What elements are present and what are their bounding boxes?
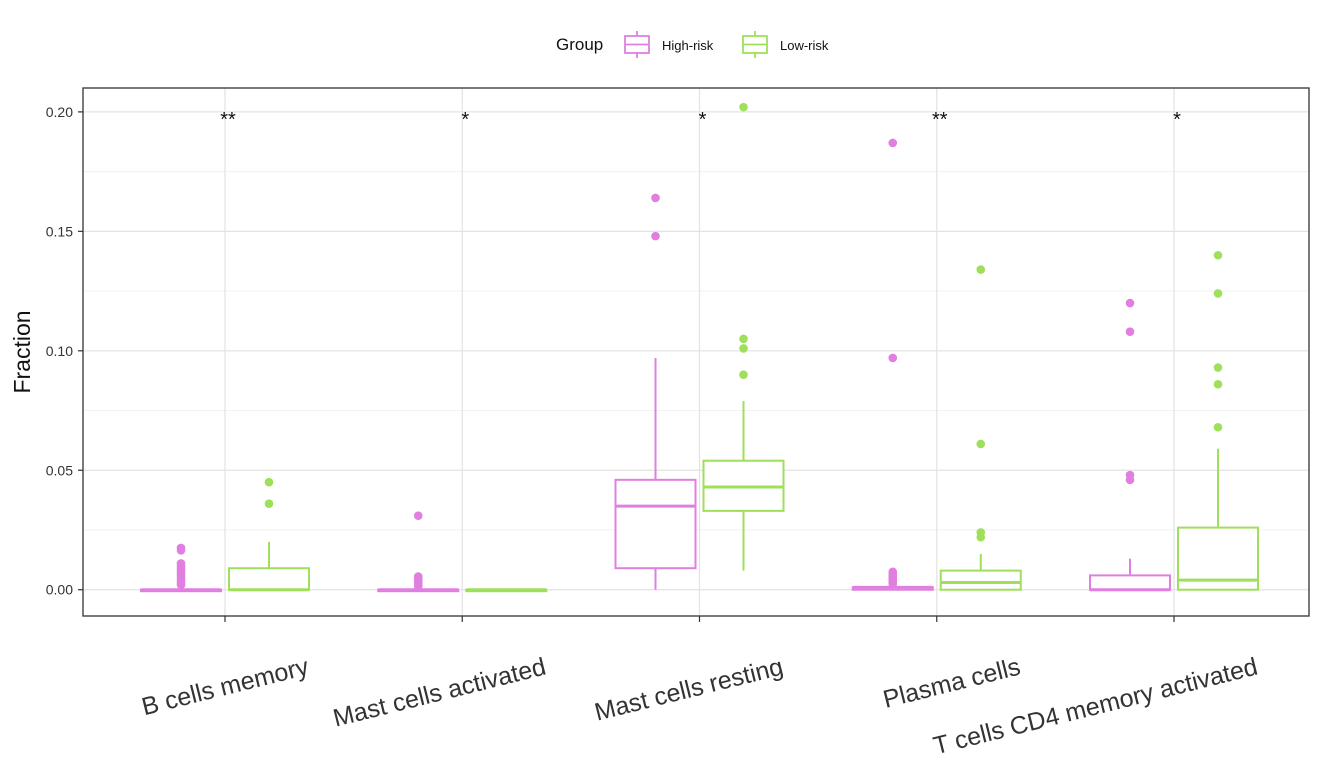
significance-marker: * [699, 109, 707, 131]
legend-label-low-risk: Low-risk [780, 38, 829, 53]
significance-marker: ** [932, 109, 948, 131]
outlier-point [739, 102, 748, 112]
outlier-point [888, 138, 898, 148]
x-tick-label-mast-cells-resting: Mast cells resting [592, 653, 786, 727]
outlier-point [413, 581, 423, 591]
significance-marker: * [461, 109, 469, 131]
box-high-risk-b-cells-memory [140, 543, 222, 593]
outlier-point [1125, 298, 1135, 308]
plot-marks: ** * * ** * [140, 102, 1259, 593]
outlier-point [1213, 422, 1223, 432]
box-low-risk-b-cells-memory [228, 477, 310, 592]
outlier-point [176, 545, 186, 555]
significance-marker: * [1173, 109, 1181, 131]
y-tick-label: 0.00 [46, 582, 73, 598]
x-tick-label-mast-cells-activated: Mast cells activated [330, 653, 548, 733]
y-tick-label: 0.10 [46, 343, 73, 359]
outlier-point [976, 265, 986, 274]
outlier-point [739, 370, 748, 379]
axes: 0.00 0.05 0.10 0.15 0.20 B cells memory Mast c… [46, 104, 1261, 760]
legend-key-low-risk [742, 31, 768, 58]
y-tick-label: 0.20 [46, 104, 73, 120]
outlier-point [1213, 289, 1223, 298]
outlier-point [413, 511, 423, 520]
outlier-point [976, 532, 986, 542]
outlier-point [739, 344, 748, 353]
box-low-risk-plasma-cells [939, 265, 1022, 591]
outlier-point [1213, 363, 1223, 372]
box-low-risk-t-cells-cd4-memory-activated [1177, 250, 1259, 591]
box-iqr [1089, 574, 1171, 591]
box-high-risk-mast-cells-activated [377, 511, 460, 593]
box-high-risk-plasma-cells [851, 138, 934, 591]
box-iqr [614, 478, 697, 570]
outlier-point [1213, 250, 1223, 260]
plot-panel-border [82, 87, 1310, 617]
outlier-point [739, 334, 748, 344]
outlier-point [264, 499, 274, 509]
box-iqr [939, 569, 1022, 591]
outlier-point [651, 193, 660, 203]
box-low-risk-mast-cells-activated [465, 588, 548, 593]
box-high-risk-mast-cells-resting [614, 193, 697, 590]
outlier-point [1213, 379, 1223, 389]
y-tick-label: 0.15 [46, 223, 73, 239]
legend-label-high-risk: High-risk [662, 38, 714, 53]
box-high-risk-t-cells-cd4-memory-activated [1089, 298, 1171, 592]
y-tick-label: 0.05 [46, 462, 73, 478]
outlier-point [264, 477, 274, 487]
significance-marker: ** [220, 109, 236, 131]
legend: Group High-risk Low-risk [556, 31, 829, 58]
outlier-point [976, 439, 986, 449]
box-low-risk-mast-cells-resting [702, 102, 785, 571]
x-tick-label-plasma-cells: Plasma cells [880, 653, 1023, 714]
outlier-point [1125, 327, 1135, 336]
outlier-point [651, 231, 660, 241]
x-tick-label-b-cells-memory: B cells memory [139, 653, 312, 722]
outlier-point [176, 580, 186, 590]
legend-title: Group [556, 35, 603, 54]
outlier-point [1125, 475, 1135, 485]
y-axis-label: Fraction [9, 310, 35, 393]
legend-key-high-risk [624, 31, 650, 58]
outlier-point [888, 353, 898, 363]
box-iqr [228, 567, 310, 591]
outlier-point [888, 579, 898, 589]
